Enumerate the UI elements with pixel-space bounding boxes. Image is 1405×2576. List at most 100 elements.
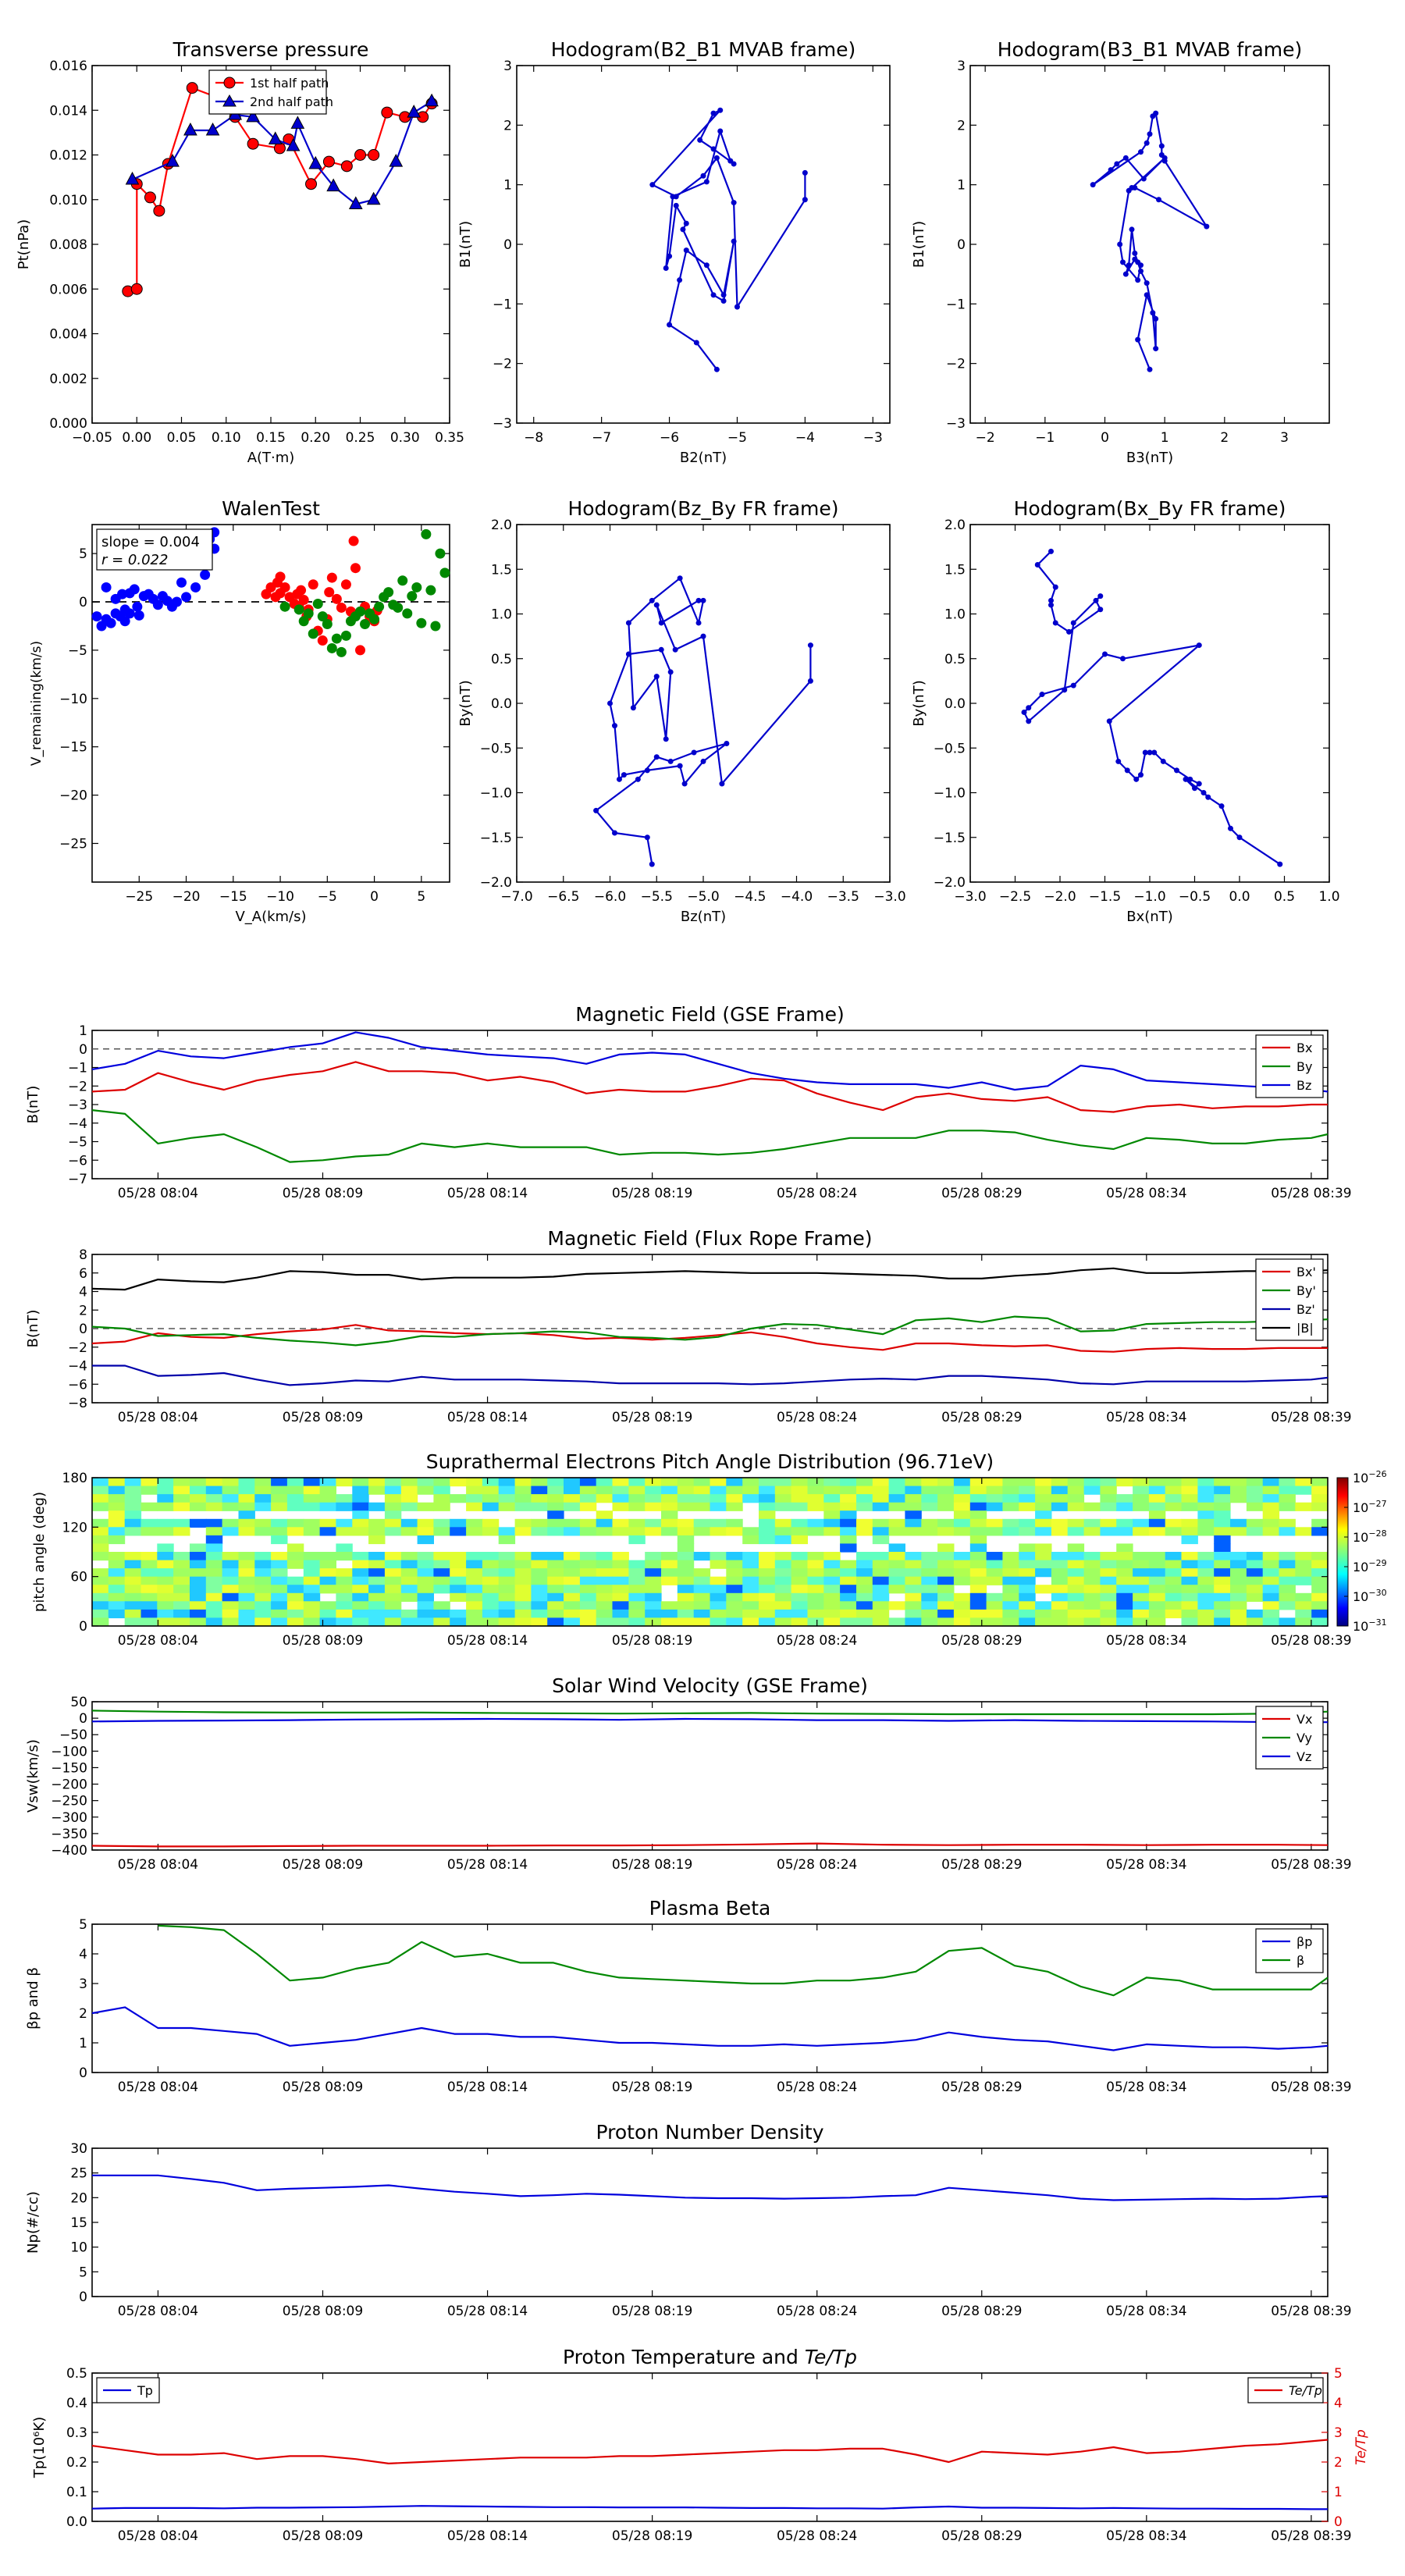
heatmap-cell <box>726 1552 743 1561</box>
heatmap-cell <box>450 1592 467 1602</box>
hodogram-point <box>1147 749 1153 756</box>
heatmap-cell <box>222 1518 239 1528</box>
heatmap-cell <box>677 1576 695 1585</box>
x-tick-label: 05/28 08:19 <box>612 1857 692 1873</box>
heatmap-cell <box>564 1494 581 1503</box>
heatmap-cell <box>856 1617 873 1627</box>
heatmap-cell <box>124 1518 142 1528</box>
heatmap-cell <box>823 1494 841 1503</box>
heatmap-cell <box>271 1576 288 1585</box>
heatmap-cell <box>774 1592 792 1602</box>
hodogram-point <box>1048 602 1054 608</box>
heatmap-cell <box>498 1535 516 1545</box>
heatmap-cell <box>1019 1543 1036 1553</box>
legend-label: Bz <box>1297 1078 1311 1093</box>
heatmap-cell <box>547 1617 564 1627</box>
heatmap-cell <box>1035 1543 1052 1553</box>
series-line-|B| <box>91 1267 1329 1291</box>
heatmap-cell <box>319 1560 336 1569</box>
y-axis-label: Np(#/cc) <box>25 2191 41 2254</box>
heatmap-cell <box>1002 1494 1019 1503</box>
heatmap-cell <box>205 1494 223 1503</box>
heatmap-cell <box>1295 1527 1312 1536</box>
heatmap-cell <box>791 1485 808 1495</box>
heatmap-cell <box>905 1494 922 1503</box>
heatmap-cell <box>254 1585 272 1594</box>
x-tick-label: 5 <box>417 889 425 905</box>
heatmap-cell <box>1214 1494 1231 1503</box>
heatmap-cell <box>677 1560 695 1569</box>
y-tick-label: −2 <box>68 1079 87 1094</box>
hodogram-point <box>644 767 650 774</box>
heatmap-cell <box>1035 1560 1052 1569</box>
hodogram-point <box>621 772 627 778</box>
x-axis-label: Bz(nT) <box>681 909 726 925</box>
heatmap-cell <box>742 1576 759 1585</box>
heatmap-cell <box>742 1494 759 1503</box>
heatmap-cell <box>710 1576 727 1585</box>
heatmap-cell <box>921 1552 938 1561</box>
heatmap-cell <box>628 1518 646 1528</box>
heatmap-cell <box>1148 1617 1166 1627</box>
heatmap-cell <box>547 1568 564 1578</box>
heatmap-cell <box>628 1527 646 1536</box>
heatmap-cell <box>140 1478 158 1487</box>
y-tick-label: 0.5 <box>66 2366 87 2382</box>
heatmap-cell <box>1197 1601 1215 1610</box>
heatmap-cell <box>888 1576 905 1585</box>
heatmap-cell <box>661 1478 678 1487</box>
heatmap-cell <box>482 1502 500 1511</box>
heatmap-cell <box>400 1527 418 1536</box>
heatmap-cell <box>336 1527 353 1536</box>
heatmap-cell <box>140 1552 158 1561</box>
y-tick-label: 1 <box>503 178 512 194</box>
heatmap-cell <box>742 1592 759 1602</box>
heatmap-cell <box>352 1485 369 1495</box>
heatmap-cell <box>222 1568 239 1578</box>
heatmap-cell <box>1116 1502 1133 1511</box>
heatmap-cell <box>1214 1485 1231 1495</box>
heatmap-cell <box>1295 1485 1312 1495</box>
heatmap-cell <box>450 1494 467 1503</box>
walen-point <box>348 535 359 546</box>
heatmap-cell <box>368 1485 386 1495</box>
hodogram-point <box>1160 758 1166 764</box>
heatmap-cell <box>124 1601 142 1610</box>
heatmap-cell <box>759 1478 776 1487</box>
heatmap-cell <box>547 1592 564 1602</box>
colorbar-tick-exponent: −30 <box>1368 1588 1386 1598</box>
heatmap-cell <box>531 1601 548 1610</box>
heatmap-cell <box>1262 1568 1280 1578</box>
data-point-2nd-half <box>308 155 323 169</box>
heatmap-cell <box>579 1585 597 1594</box>
heatmap-cell <box>1246 1552 1264 1561</box>
heatmap-cell <box>759 1518 776 1528</box>
series-line-Vz <box>91 1717 1328 1724</box>
hodogram-point <box>1097 593 1104 600</box>
heatmap-cell <box>1262 1485 1280 1495</box>
heatmap-cell <box>1214 1601 1231 1610</box>
hodogram-point <box>1052 584 1058 590</box>
heatmap-cell <box>759 1535 776 1545</box>
heatmap-cell <box>254 1601 272 1610</box>
heatmap-cell <box>953 1609 971 1619</box>
heatmap-cell <box>190 1478 207 1487</box>
heatmap-cell <box>352 1560 369 1569</box>
heatmap-cell <box>384 1478 402 1487</box>
heatmap-cell <box>1133 1568 1150 1578</box>
heatmap-cell <box>726 1518 743 1528</box>
heatmap-cell <box>726 1568 743 1578</box>
y-tick-label: −50 <box>59 1727 87 1743</box>
heatmap-cell <box>1214 1592 1231 1602</box>
heatmap-cell <box>1116 1568 1133 1578</box>
heatmap-cell <box>726 1502 743 1511</box>
y-tick-label: 0.004 <box>49 327 87 343</box>
heatmap-cell <box>190 1609 207 1619</box>
heatmap-cell <box>238 1518 255 1528</box>
heatmap-cell <box>1197 1617 1215 1627</box>
heatmap-cell <box>564 1478 581 1487</box>
heatmap-cell <box>1214 1568 1231 1578</box>
heatmap-cell <box>254 1478 272 1487</box>
heatmap-cell <box>1019 1527 1036 1536</box>
